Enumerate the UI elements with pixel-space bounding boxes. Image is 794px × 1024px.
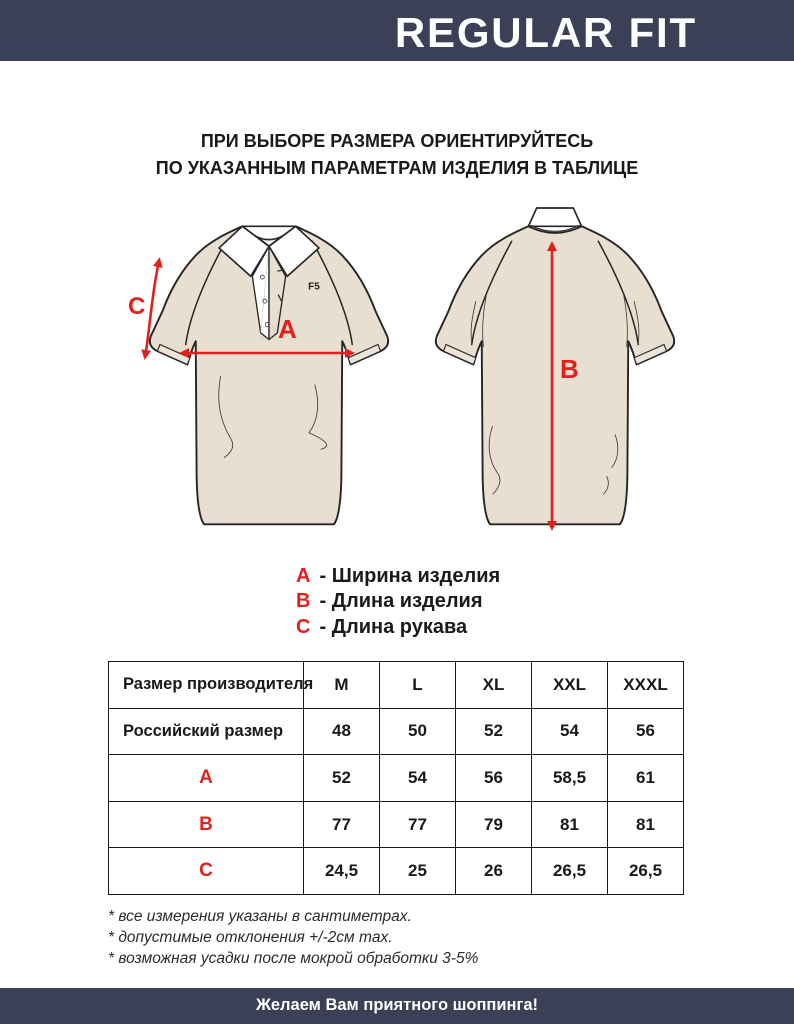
svg-text:C: C xyxy=(128,293,145,320)
svg-text:F5: F5 xyxy=(308,282,320,293)
